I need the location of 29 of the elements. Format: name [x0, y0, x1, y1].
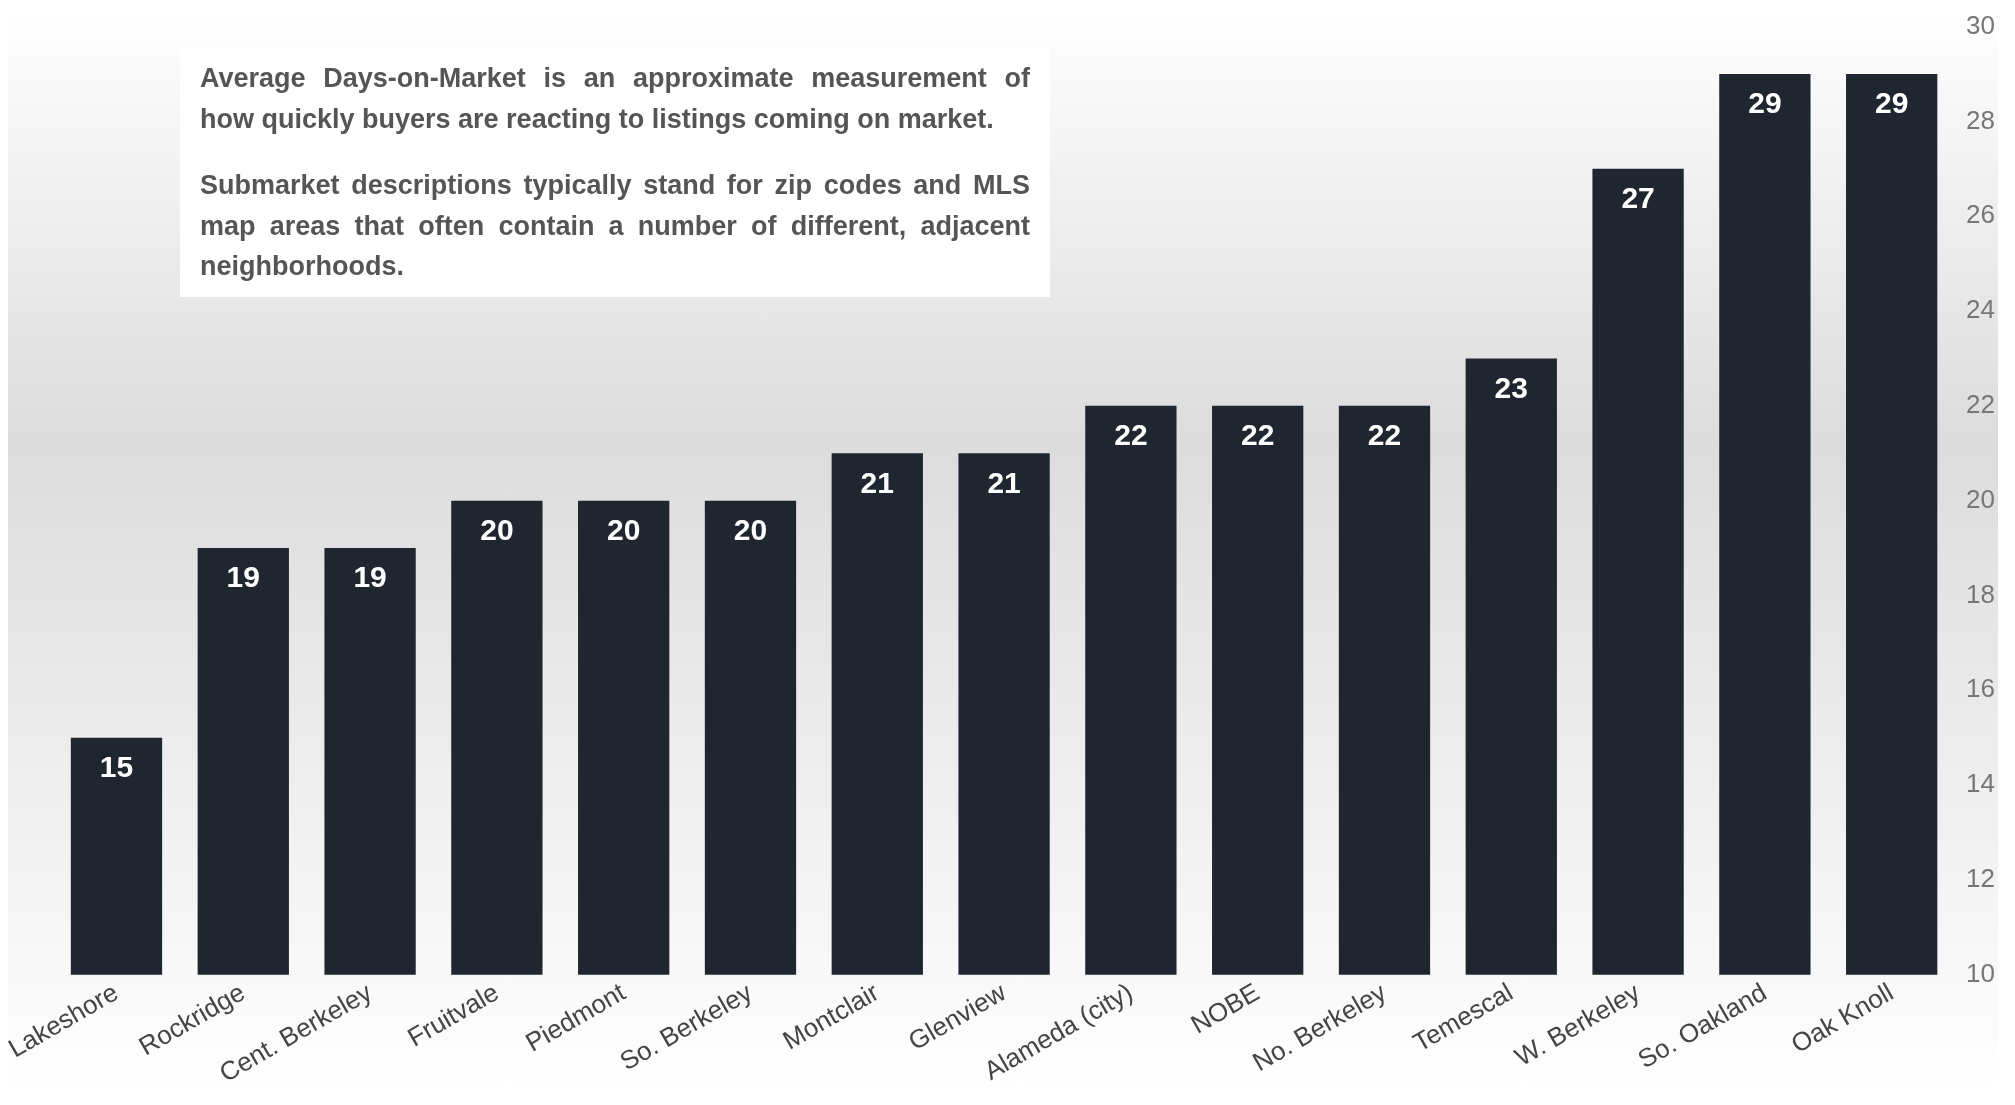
y-tick-label: 10 — [1966, 957, 1995, 988]
y-tick-label: 30 — [1966, 9, 1995, 40]
y-tick-label: 28 — [1966, 104, 1995, 135]
y-tick-label: 18 — [1966, 578, 1995, 609]
data-label: 19 — [353, 560, 387, 594]
data-label: 23 — [1494, 370, 1528, 404]
annotation: Average Days-on-Market is an approximate measurement of how quickly buyers are reacting to listings coming on market. — [200, 62, 1030, 136]
data-label: 20 — [607, 512, 641, 546]
data-label: 27 — [1621, 181, 1655, 215]
data-label: 20 — [733, 512, 768, 546]
data-label: 21 — [987, 465, 1021, 499]
y-tick-label: 14 — [1966, 768, 1995, 799]
data-label: 20 — [480, 512, 514, 546]
y-tick-label: 16 — [1966, 673, 1995, 704]
annotation: Submarket descriptions typically stand for zip codes and MLS map areas that often contain a number of different, adjacent neighborhoods. — [200, 169, 1030, 283]
data-label: 21 — [860, 465, 894, 499]
data-label: 29 — [1748, 86, 1782, 120]
y-tick-label: 24 — [1966, 294, 1995, 325]
data-label: 22 — [1367, 418, 1402, 452]
data-label: 19 — [226, 560, 260, 594]
data-label: 22 — [1114, 418, 1148, 452]
data-label: 15 — [99, 749, 134, 783]
data-label: 22 — [1240, 418, 1275, 452]
y-tick-label: 20 — [1966, 483, 1995, 514]
y-tick-label: 22 — [1966, 389, 1995, 420]
y-tick-label: 26 — [1966, 199, 1995, 230]
x-tick-label: Oak Knoll — [1785, 976, 1899, 1059]
data-label: 29 — [1874, 86, 1909, 120]
y-tick-label: 12 — [1966, 863, 1995, 894]
